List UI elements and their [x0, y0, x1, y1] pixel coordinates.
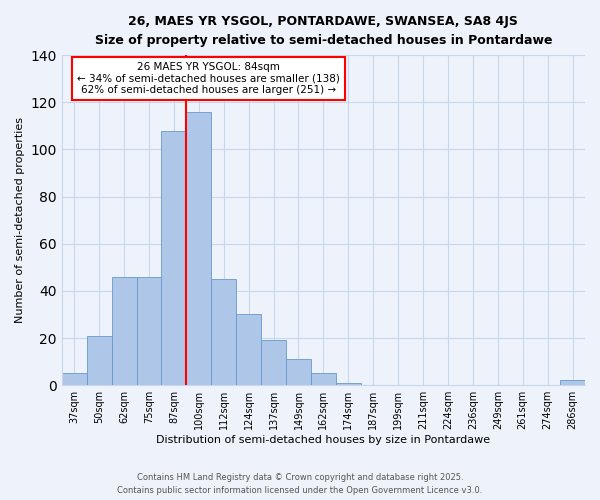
Bar: [211, 279, 236, 385]
Bar: [187, 112, 211, 385]
Bar: [87, 336, 112, 385]
Bar: [137, 276, 161, 385]
Y-axis label: Number of semi-detached properties: Number of semi-detached properties: [15, 117, 25, 323]
Bar: [236, 314, 261, 385]
Bar: [336, 383, 361, 385]
Bar: [311, 374, 336, 385]
X-axis label: Distribution of semi-detached houses by size in Pontardawe: Distribution of semi-detached houses by …: [157, 435, 490, 445]
Bar: [261, 340, 286, 385]
Bar: [112, 276, 137, 385]
Bar: [560, 380, 585, 385]
Title: 26, MAES YR YSGOL, PONTARDAWE, SWANSEA, SA8 4JS
Size of property relative to sem: 26, MAES YR YSGOL, PONTARDAWE, SWANSEA, …: [95, 15, 552, 47]
Bar: [62, 374, 87, 385]
Bar: [161, 130, 187, 385]
Bar: [286, 360, 311, 385]
Text: 26 MAES YR YSGOL: 84sqm
← 34% of semi-detached houses are smaller (138)
62% of s: 26 MAES YR YSGOL: 84sqm ← 34% of semi-de…: [77, 62, 340, 95]
Text: Contains HM Land Registry data © Crown copyright and database right 2025.
Contai: Contains HM Land Registry data © Crown c…: [118, 474, 482, 495]
